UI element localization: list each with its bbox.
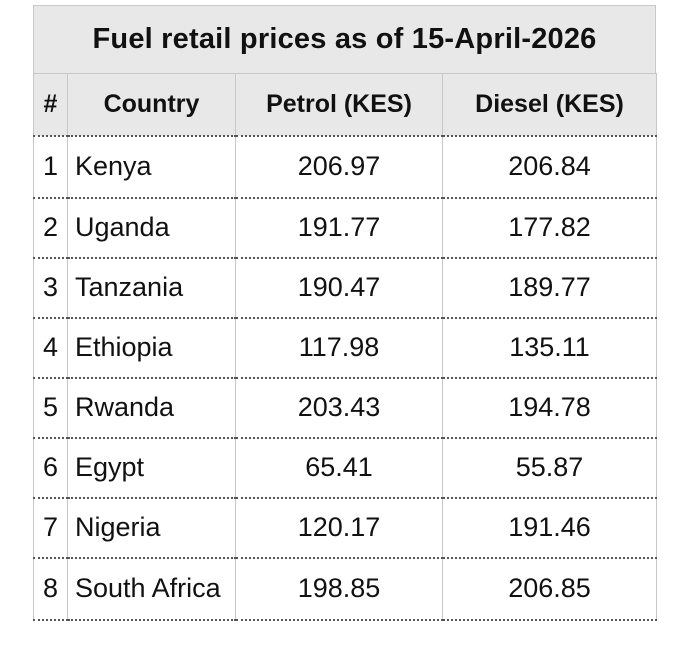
- petrol-price-cell: 191.77: [235, 197, 443, 259]
- country-cell: Kenya: [67, 135, 236, 199]
- header-diesel: Diesel (KES): [442, 73, 657, 137]
- table-row: 2 Uganda 191.77 177.82: [33, 197, 657, 259]
- table-title: Fuel retail prices as of 15-April-2026: [33, 5, 656, 73]
- diesel-price-cell: 206.84: [442, 135, 657, 199]
- diesel-price-cell: 206.85: [442, 557, 657, 621]
- table-row: 4 Ethiopia 117.98 135.11: [33, 317, 657, 379]
- table-row: 7 Nigeria 120.17 191.46: [33, 497, 657, 559]
- row-index: 1: [33, 135, 68, 199]
- row-index: 8: [33, 557, 68, 621]
- petrol-price-cell: 65.41: [235, 437, 443, 499]
- diesel-price-cell: 55.87: [442, 437, 657, 499]
- petrol-price-cell: 190.47: [235, 257, 443, 319]
- row-index: 2: [33, 197, 68, 259]
- diesel-price-cell: 191.46: [442, 497, 657, 559]
- row-index: 3: [33, 257, 68, 319]
- table-body: 1 Kenya 206.97 206.84 2 Uganda 191.77 177.82 3 Ta…: [33, 135, 657, 621]
- table-row: 5 Rwanda 203.43 194.78: [33, 377, 657, 439]
- diesel-price-cell: 177.82: [442, 197, 657, 259]
- petrol-price-cell: 198.85: [235, 557, 443, 621]
- table-row: 8 South Africa 198.85 206.85: [33, 557, 657, 621]
- diesel-price-cell: 189.77: [442, 257, 657, 319]
- diesel-price-cell: 135.11: [442, 317, 657, 379]
- petrol-price-cell: 120.17: [235, 497, 443, 559]
- table-row: 3 Tanzania 190.47 189.77: [33, 257, 657, 319]
- row-index: 6: [33, 437, 68, 499]
- header-index: #: [33, 73, 68, 137]
- header-country: Country: [67, 73, 236, 137]
- country-cell: Egypt: [67, 437, 236, 499]
- country-cell: South Africa: [67, 557, 236, 621]
- country-cell: Tanzania: [67, 257, 236, 319]
- country-cell: Ethiopia: [67, 317, 236, 379]
- row-index: 7: [33, 497, 68, 559]
- country-cell: Uganda: [67, 197, 236, 259]
- row-index: 5: [33, 377, 68, 439]
- petrol-price-cell: 117.98: [235, 317, 443, 379]
- petrol-price-cell: 206.97: [235, 135, 443, 199]
- header-row: # Country Petrol (KES) Diesel (KES): [33, 73, 657, 137]
- diesel-price-cell: 194.78: [442, 377, 657, 439]
- country-cell: Nigeria: [67, 497, 236, 559]
- fuel-price-table: Fuel retail prices as of 15-April-2026 #…: [33, 5, 657, 621]
- table-header: # Country Petrol (KES) Diesel (KES): [33, 73, 657, 137]
- row-index: 4: [33, 317, 68, 379]
- petrol-price-cell: 203.43: [235, 377, 443, 439]
- table-row: 1 Kenya 206.97 206.84: [33, 135, 657, 199]
- header-petrol: Petrol (KES): [235, 73, 443, 137]
- table-row: 6 Egypt 65.41 55.87: [33, 437, 657, 499]
- price-table-grid: # Country Petrol (KES) Diesel (KES) 1 Ken…: [33, 73, 657, 621]
- country-cell: Rwanda: [67, 377, 236, 439]
